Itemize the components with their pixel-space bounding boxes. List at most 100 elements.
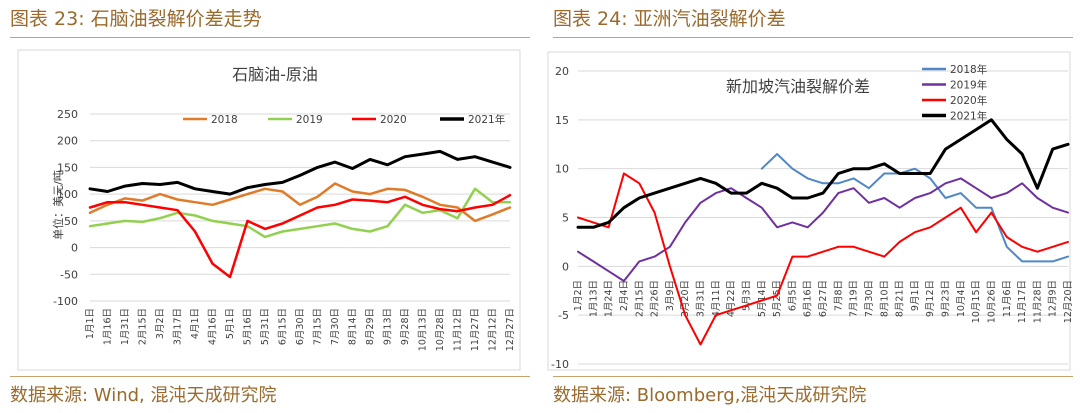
right-x-tick-label: 6月16日 (803, 280, 814, 317)
left-legend-label: 2018 (211, 114, 238, 126)
right-x-tick-label: 3月9日 (665, 280, 676, 311)
right-title-rule (553, 37, 1073, 38)
left-x-tick-label: 1月16日 (103, 308, 114, 345)
right-x-tick-label: 12月20日 (1063, 280, 1074, 323)
left-x-tick-label: 1月1日 (85, 308, 96, 339)
left-x-tick-label: 8月14日 (348, 308, 359, 345)
right-x-tick-label: 2月15日 (634, 280, 645, 317)
right-legend-label: 2020年 (950, 94, 987, 107)
right-x-tick-label: 5月3日 (741, 280, 752, 311)
left-x-tick-label: 9月28日 (400, 308, 411, 345)
left-source-rule (10, 376, 530, 377)
left-x-tick-label: 6月30日 (295, 308, 306, 345)
right-x-tick-label: 3月20日 (680, 280, 691, 317)
right-legend-label: 2019年 (950, 79, 987, 92)
left-y-axis-label: 单位：美元/吨 (51, 170, 65, 240)
right-x-tick-label: 10月4日 (956, 280, 967, 317)
right-x-tick-label: 11月6日 (1002, 280, 1013, 317)
right-y-tick-label: -10 (551, 358, 569, 371)
right-series-line-0 (760, 153, 1069, 263)
left-x-tick-label: 12月27日 (505, 308, 516, 351)
right-x-tick-label: 10月26日 (986, 280, 997, 323)
left-y-tick-label: 150 (57, 161, 78, 174)
left-x-tick-label: 2月15日 (138, 308, 149, 345)
right-x-tick-label: 6月5日 (787, 280, 798, 311)
left-x-tick-label: 10月13日 (418, 308, 429, 351)
left-x-tick-label: 7月30日 (330, 308, 341, 345)
left-legend-label: 2019 (296, 114, 323, 126)
left-x-tick-label: 12月12日 (488, 308, 499, 351)
right-y-tick-label: 15 (555, 114, 569, 127)
left-x-tick-label: 5月16日 (243, 308, 254, 345)
right-y-tick-label: -5 (558, 309, 569, 322)
left-series-line-0 (88, 182, 512, 223)
right-chart-title: 新加坡汽油裂解价差 (726, 77, 870, 96)
right-x-tick-label: 8月21日 (895, 280, 906, 317)
left-y-tick-label: 0 (71, 242, 78, 255)
left-x-tick-label: 3月2日 (155, 308, 166, 339)
left-series-line-3 (88, 149, 512, 196)
right-x-tick-label: 3月31日 (696, 280, 707, 317)
right-x-tick-label: 9月23日 (941, 280, 952, 317)
right-x-tick-label: 9月1日 (910, 280, 921, 311)
left-x-tick-label: 11月27日 (470, 308, 481, 351)
left-y-tick-label: 100 (57, 188, 78, 201)
left-series-line-2 (88, 193, 512, 279)
left-x-tick-label: 4月1日 (190, 308, 201, 339)
right-x-tick-label: 2月26日 (650, 280, 661, 317)
right-figure-title: 图表 24: 亚洲汽油裂解价差 (553, 8, 786, 30)
left-x-tick-label: 10月28日 (435, 308, 446, 351)
left-x-tick-label: 6月15日 (278, 308, 289, 345)
left-y-tick-label: 50 (64, 215, 78, 228)
right-x-tick-label: 1月24日 (604, 280, 615, 317)
right-series-line-1 (577, 177, 1069, 282)
left-figure-title: 图表 23: 石脑油裂解价差走势 (10, 8, 262, 30)
left-y-tick-label: -100 (53, 295, 78, 308)
left-x-tick-label: 4月16日 (208, 308, 219, 345)
right-legend-label: 2021年 (950, 110, 987, 123)
left-x-tick-label: 11月12日 (453, 308, 464, 351)
right-series-line-2 (577, 172, 1069, 346)
right-x-tick-label: 6月27日 (818, 280, 829, 317)
left-x-tick-label: 9月13日 (383, 308, 394, 345)
right-x-tick-label: 11月28日 (1032, 280, 1043, 323)
left-x-tick-label: 1月31日 (120, 308, 131, 345)
right-y-tick-label: 0 (562, 260, 569, 273)
left-y-tick-label: -50 (60, 268, 78, 281)
left-x-tick-label: 7月15日 (313, 308, 324, 345)
right-chart-frame (547, 51, 1071, 371)
right-source: 数据来源: Bloomberg,混沌天成研究院 (553, 385, 867, 406)
left-source: 数据来源: Wind, 混沌天成研究院 (10, 385, 277, 406)
left-x-tick-label: 8月29日 (365, 308, 376, 345)
right-x-tick-label: 5月25日 (772, 280, 783, 317)
left-legend-label: 2021年 (468, 113, 505, 126)
right-series-line-3 (576, 118, 1070, 229)
right-legend-label: 2018年 (950, 63, 987, 76)
right-x-tick-label: 12月9日 (1048, 280, 1059, 317)
right-x-tick-label: 4月22日 (726, 280, 737, 317)
left-legend-label: 2020 (380, 114, 407, 126)
right-x-tick-label: 8月10日 (879, 280, 890, 317)
right-source-rule (553, 376, 1073, 377)
right-x-tick-label: 9月12日 (925, 280, 936, 317)
left-x-tick-label: 5月1日 (225, 308, 236, 339)
right-x-tick-label: 1月13日 (588, 280, 599, 317)
right-x-tick-label: 4月11日 (711, 280, 722, 317)
left-title-rule (10, 37, 530, 38)
right-x-tick-label: 7月19日 (849, 280, 860, 317)
left-y-tick-label: 200 (57, 135, 78, 148)
right-x-tick-label: 1月2日 (573, 280, 584, 311)
right-y-tick-label: 20 (555, 65, 569, 78)
left-y-tick-label: 250 (57, 108, 78, 121)
right-x-tick-label: 11月17日 (1017, 280, 1028, 323)
right-x-tick-label: 7月8日 (833, 280, 844, 311)
left-x-tick-label: 5月31日 (260, 308, 271, 345)
right-x-tick-label: 7月30日 (864, 280, 875, 317)
left-chart-title: 石脑油-原油 (232, 65, 318, 84)
right-y-tick-label: 5 (562, 212, 569, 225)
right-x-tick-label: 5月14日 (757, 280, 768, 317)
right-y-tick-label: 10 (555, 163, 569, 176)
right-x-tick-label: 2月4日 (619, 280, 630, 311)
left-x-tick-label: 3月17日 (173, 308, 184, 345)
